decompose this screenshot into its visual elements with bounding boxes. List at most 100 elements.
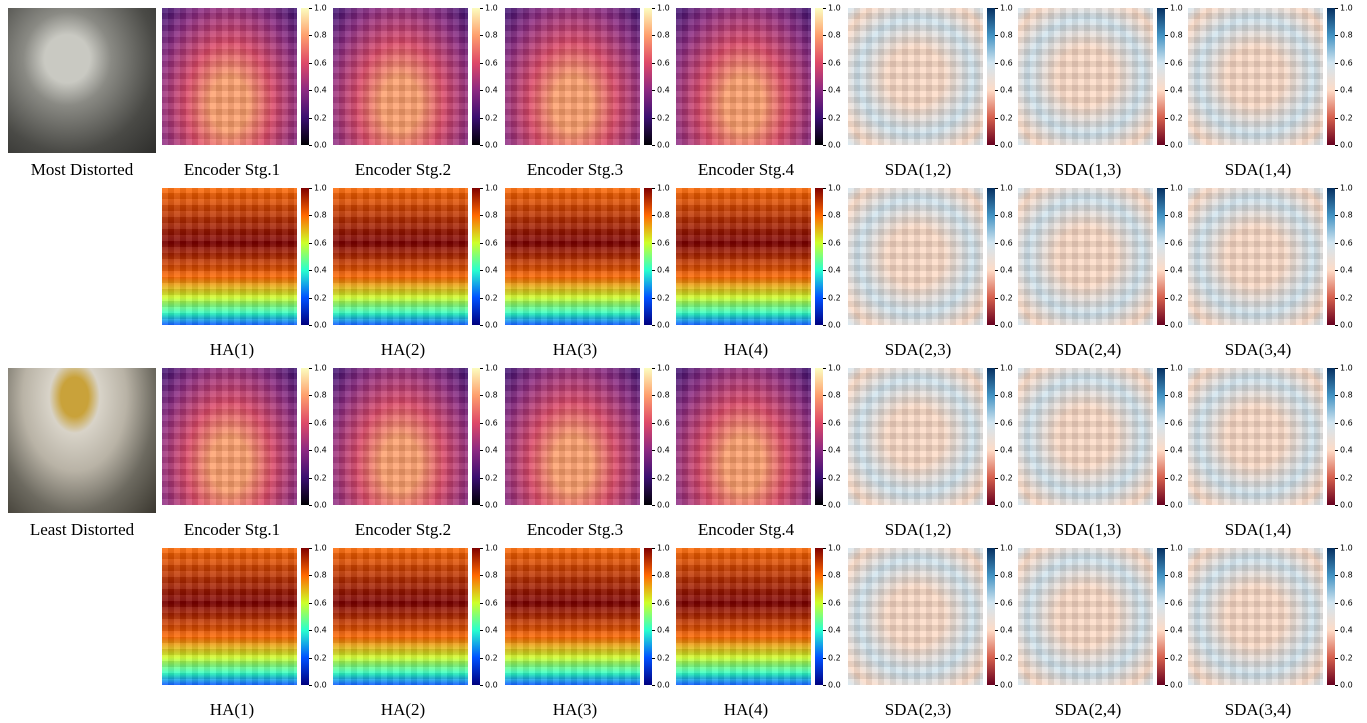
colorbar-tick-label: 0.6 bbox=[657, 58, 670, 67]
colorbar-tick-label: 0.2 bbox=[1170, 113, 1183, 122]
colorbar-tick bbox=[995, 298, 998, 299]
colorbar-tick-label: 0.0 bbox=[1170, 501, 1183, 510]
colorbar-tick bbox=[480, 325, 483, 326]
colorbar-tick bbox=[1165, 188, 1168, 189]
colorbar bbox=[1327, 548, 1335, 685]
colorbar-tick-label: 0.2 bbox=[657, 653, 670, 662]
colorbar-tick bbox=[309, 118, 312, 119]
colorbar-tick-label: 0.6 bbox=[657, 418, 670, 427]
colorbar-tick bbox=[823, 145, 826, 146]
row-label: Most Distorted bbox=[0, 160, 164, 180]
colorbar-tick-label: 0.4 bbox=[828, 86, 841, 95]
colorbar-tick-label: 0.6 bbox=[1340, 58, 1353, 67]
heatmap-cells bbox=[848, 548, 983, 685]
colorbar-tick bbox=[652, 368, 655, 369]
colorbar-tick bbox=[309, 188, 312, 189]
colorbar-tick-label: 0.8 bbox=[1340, 571, 1353, 580]
panel-caption: HA(4) bbox=[676, 340, 816, 360]
colorbar-tick bbox=[823, 548, 826, 549]
colorbar-tick bbox=[1165, 325, 1168, 326]
heatmap bbox=[1018, 368, 1153, 505]
colorbar-tick-label: 0.0 bbox=[657, 681, 670, 690]
colorbar-tick bbox=[480, 215, 483, 216]
colorbar-tick-label: 0.6 bbox=[1000, 598, 1013, 607]
panel-caption: HA(3) bbox=[505, 700, 645, 720]
colorbar-tick bbox=[1335, 505, 1338, 506]
colorbar-tick-label: 0.2 bbox=[1000, 473, 1013, 482]
colorbar-tick bbox=[309, 8, 312, 9]
heatmap bbox=[1188, 188, 1323, 325]
colorbar-tick bbox=[1335, 8, 1338, 9]
colorbar-tick-label: 0.6 bbox=[485, 598, 498, 607]
heatmap bbox=[676, 188, 811, 325]
colorbar-tick-label: 0.0 bbox=[314, 321, 327, 330]
colorbar-tick bbox=[1335, 188, 1338, 189]
colorbar-tick bbox=[480, 270, 483, 271]
colorbar-tick bbox=[652, 505, 655, 506]
heatmap-cells bbox=[1188, 548, 1323, 685]
colorbar-tick bbox=[309, 368, 312, 369]
colorbar-tick-label: 0.0 bbox=[1170, 321, 1183, 330]
colorbar-tick-label: 0.4 bbox=[314, 266, 327, 275]
colorbar-tick bbox=[995, 395, 998, 396]
colorbar-tick-label: 0.4 bbox=[828, 446, 841, 455]
colorbar-tick bbox=[823, 423, 826, 424]
colorbar-tick bbox=[309, 478, 312, 479]
colorbar-tick-label: 0.4 bbox=[657, 86, 670, 95]
panel-caption: Encoder Stg.1 bbox=[162, 520, 302, 540]
colorbar-tick-label: 1.0 bbox=[1000, 184, 1013, 193]
colorbar-tick bbox=[309, 215, 312, 216]
panel-caption: SDA(3,4) bbox=[1188, 700, 1328, 720]
colorbar bbox=[815, 548, 823, 685]
colorbar-tick bbox=[1165, 548, 1168, 549]
colorbar-tick-label: 0.2 bbox=[657, 473, 670, 482]
colorbar-tick-label: 1.0 bbox=[1170, 364, 1183, 373]
colorbar-tick bbox=[823, 270, 826, 271]
colorbar-tick-label: 0.4 bbox=[314, 626, 327, 635]
colorbar bbox=[1157, 188, 1165, 325]
colorbar-tick-label: 0.8 bbox=[657, 571, 670, 580]
colorbar-tick bbox=[1335, 90, 1338, 91]
colorbar-tick-label: 0.6 bbox=[314, 418, 327, 427]
colorbar-tick-label: 0.2 bbox=[485, 653, 498, 662]
colorbar-tick bbox=[823, 575, 826, 576]
colorbar-tick bbox=[995, 188, 998, 189]
colorbar bbox=[987, 548, 995, 685]
colorbar-tick-label: 0.0 bbox=[828, 321, 841, 330]
colorbar-tick-label: 1.0 bbox=[1000, 4, 1013, 13]
colorbar-tick-label: 0.6 bbox=[657, 598, 670, 607]
colorbar-tick-label: 0.8 bbox=[1340, 31, 1353, 40]
colorbar-tick-label: 1.0 bbox=[828, 4, 841, 13]
colorbar-tick-label: 1.0 bbox=[485, 364, 498, 373]
colorbar-tick bbox=[995, 90, 998, 91]
colorbar-tick-label: 1.0 bbox=[828, 364, 841, 373]
colorbar-tick-label: 0.0 bbox=[828, 681, 841, 690]
colorbar bbox=[1327, 188, 1335, 325]
colorbar-tick-label: 0.0 bbox=[1340, 501, 1353, 510]
colorbar-tick bbox=[1165, 368, 1168, 369]
colorbar-tick bbox=[652, 90, 655, 91]
colorbar-tick-label: 0.0 bbox=[1340, 681, 1353, 690]
colorbar-tick-label: 1.0 bbox=[314, 184, 327, 193]
colorbar-tick bbox=[1165, 505, 1168, 506]
colorbar-tick-label: 0.2 bbox=[1340, 653, 1353, 662]
colorbar-tick-label: 0.6 bbox=[485, 418, 498, 427]
heatmap bbox=[505, 548, 640, 685]
colorbar-tick-label: 0.4 bbox=[1340, 626, 1353, 635]
colorbar-tick-label: 0.4 bbox=[1000, 86, 1013, 95]
colorbar-tick bbox=[480, 8, 483, 9]
colorbar-tick bbox=[1335, 685, 1338, 686]
colorbar-tick-label: 0.6 bbox=[314, 238, 327, 247]
colorbar-tick-label: 0.0 bbox=[314, 141, 327, 150]
colorbar-tick bbox=[1165, 215, 1168, 216]
colorbar-tick-label: 0.2 bbox=[828, 473, 841, 482]
colorbar-tick bbox=[309, 505, 312, 506]
